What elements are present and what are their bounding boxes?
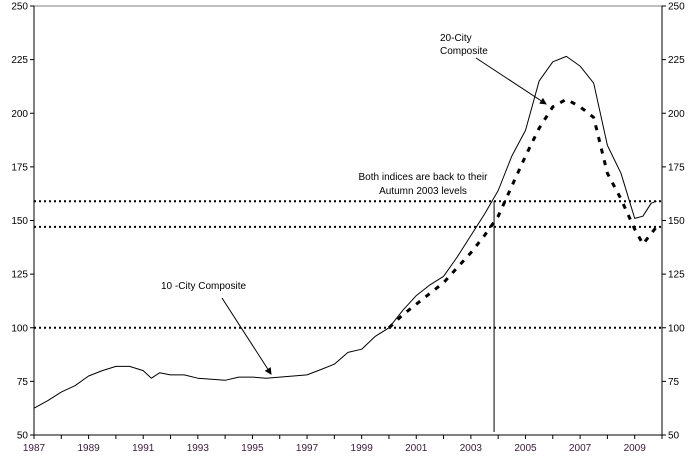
y-tick-label-right: 200 [668, 109, 685, 120]
series-10-city-line [33, 55, 657, 409]
x-tick-label: 1997 [296, 443, 319, 454]
y-tick-label-right: 150 [668, 216, 685, 227]
y-tick-label-left: 50 [17, 431, 29, 442]
annotation-20-city-line1: 20-City [440, 33, 472, 44]
x-tick-label: 1999 [351, 443, 374, 454]
annotation-back-to-2003-line1: Both indices are back to their [359, 172, 489, 183]
axes: 50 50 75 75 100 100 125 125 150 150 175 175 200 200 22… [11, 2, 685, 455]
reference-lines [34, 200, 662, 432]
y-tick-label-left: 250 [11, 2, 28, 13]
x-tick-label: 1993 [187, 443, 210, 454]
x-tick-label: 2007 [569, 443, 592, 454]
y-tick-label-right: 75 [668, 377, 680, 388]
y-tick-label-left: 175 [11, 162, 28, 173]
x-tick-label: 2009 [624, 443, 647, 454]
annotations: 20-City Composite 10 -City Composite Bot… [161, 33, 547, 375]
x-tick-label: 1995 [241, 443, 264, 454]
annotation-10-city-arrow [221, 297, 272, 375]
y-tick-label-left: 150 [11, 216, 28, 227]
y-tick-label-left: 200 [11, 109, 28, 120]
annotation-10-city: 10 -City Composite [161, 281, 246, 292]
annotation-20-city-line2: Composite [440, 46, 488, 57]
x-tick-label: 1987 [23, 443, 46, 454]
series-group [33, 55, 658, 409]
annotation-back-to-2003-line2: Autumn 2003 levels [379, 186, 467, 197]
annotation-20-city-arrow [475, 57, 547, 105]
y-tick-label-left: 100 [11, 323, 28, 334]
y-tick-label-right: 175 [668, 162, 685, 173]
y-tick-label-right: 125 [668, 270, 685, 281]
y-tick-label-right: 100 [668, 323, 685, 334]
y-tick-label-right: 50 [668, 431, 680, 442]
y-tick-label-left: 225 [11, 55, 28, 66]
x-tick-label: 1989 [77, 443, 100, 454]
x-tick-label: 2003 [460, 443, 483, 454]
series-20-city-line [387, 97, 658, 329]
x-tick-label: 2001 [405, 443, 428, 454]
y-tick-label-left: 125 [11, 270, 28, 281]
x-tick-label: 1991 [132, 443, 155, 454]
y-tick-label-right: 250 [668, 2, 685, 13]
y-tick-label-left: 75 [17, 377, 29, 388]
y-tick-label-right: 225 [668, 55, 685, 66]
x-tick-label: 2005 [514, 443, 537, 454]
